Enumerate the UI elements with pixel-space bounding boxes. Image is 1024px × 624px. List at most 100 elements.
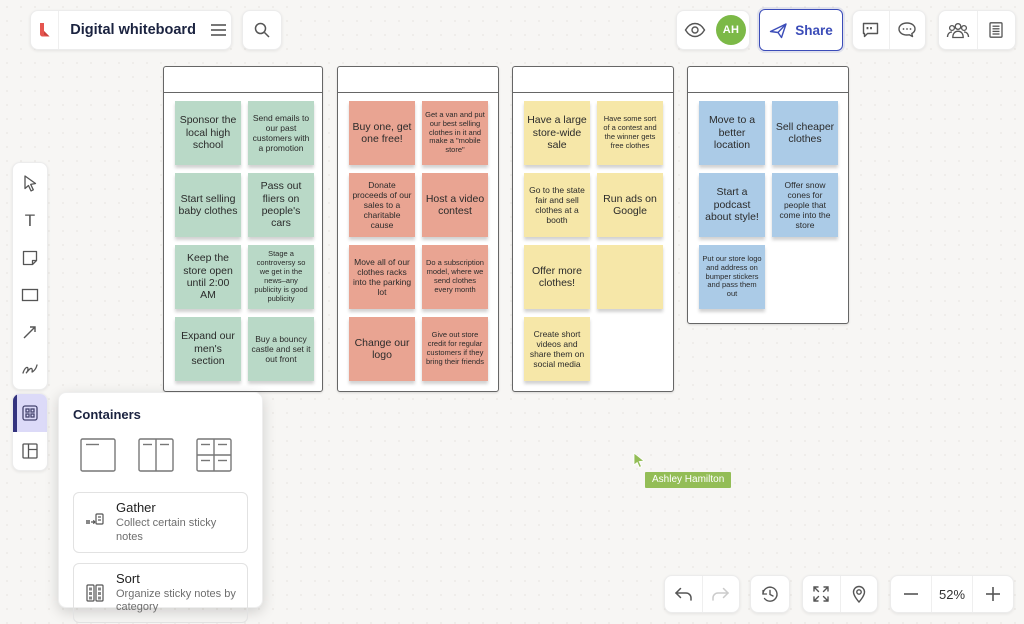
sticky-note[interactable]: Stage a controversy so we get in the new… (248, 245, 314, 309)
sticky-note[interactable]: Start a podcast about style! (699, 173, 765, 237)
sticky-note[interactable]: Keep the store open until 2:00 AM (175, 245, 241, 309)
containers-tool[interactable] (13, 394, 47, 432)
tools-panel: T (12, 162, 48, 390)
zoom-card: 52% (890, 575, 1014, 613)
divider (972, 576, 973, 612)
sticky-note-text: Stage a controversy so we get in the new… (254, 249, 308, 303)
gather-icon (84, 511, 106, 533)
comment-icon[interactable] (853, 11, 889, 49)
pen-tool[interactable] (13, 350, 47, 387)
sticky-note[interactable]: Move to a better location (699, 101, 765, 165)
board-title[interactable]: Digital whiteboard (70, 22, 196, 38)
line-tool[interactable] (13, 313, 47, 350)
redo-button[interactable] (703, 576, 740, 612)
sticky-note-text: Go to the state fair and sell clothes at… (529, 184, 585, 226)
chat-bubble-icon[interactable] (890, 11, 926, 49)
gather-description: Collect certain sticky notes (116, 517, 217, 543)
sticky-note[interactable]: Offer snow cones for people that come in… (772, 173, 838, 237)
sticky-note[interactable]: Go to the state fair and sell clothes at… (524, 173, 590, 237)
gather-option[interactable]: Gather Collect certain sticky notes (73, 492, 248, 553)
layout-tool[interactable] (13, 432, 47, 470)
sticky-note-text: Have a large store-wide sale (527, 114, 587, 152)
container[interactable]: Move to a better location Sell cheaper cl… (687, 66, 849, 324)
single-container-button[interactable] (79, 434, 117, 474)
sticky-note[interactable]: Give out store credit for regular custom… (422, 317, 488, 381)
board-title-card: Digital whiteboard (30, 10, 232, 50)
divider (931, 576, 932, 612)
zoom-out-button[interactable] (891, 576, 931, 612)
lucid-logo[interactable] (31, 11, 58, 49)
container-header[interactable] (513, 67, 673, 93)
sticky-note[interactable]: Have some sort of a contest and the winn… (597, 101, 663, 165)
divider (839, 576, 841, 612)
location-pin-button[interactable] (841, 576, 878, 612)
eye-icon[interactable] (677, 11, 713, 49)
sticky-note-text: Have some sort of a contest and the winn… (603, 114, 657, 150)
zoom-level[interactable]: 52% (938, 586, 966, 602)
sticky-note[interactable]: Sell cheaper clothes (772, 101, 838, 165)
divider (701, 576, 703, 612)
sticky-note-text: Do a subscription model, where we send c… (426, 258, 484, 294)
gather-label: Gather (116, 500, 156, 515)
sticky-note[interactable]: Create short videos and share them on so… (524, 317, 590, 381)
hamburger-menu-icon[interactable] (206, 11, 231, 49)
container[interactable]: Sponsor the local high school Send emails… (163, 66, 323, 392)
collaborator-cursor: Ashley Hamilton (632, 452, 732, 488)
history-button[interactable] (750, 575, 790, 613)
sticky-note-text: Start selling baby clothes (178, 192, 238, 217)
sticky-note[interactable]: Get a van and put our best selling cloth… (422, 101, 488, 165)
container-header[interactable] (338, 67, 498, 93)
text-tool[interactable]: T (24, 210, 36, 230)
sticky-note-text: Pass out fliers on people's cars (260, 180, 302, 230)
sort-option[interactable]: Sort Organize sticky notes by category (73, 562, 248, 623)
sticky-note-text: Give out store credit for regular custom… (426, 330, 484, 366)
view-controls-card (802, 575, 878, 613)
select-tool[interactable] (13, 165, 47, 202)
zoom-in-button[interactable] (973, 576, 1013, 612)
container[interactable]: Buy one, get one free! Get a van and put … (337, 66, 499, 392)
sticky-note[interactable]: Offer more clothes! (524, 245, 590, 309)
sticky-note-text: Move all of our clothes racks into the p… (352, 256, 412, 298)
divider (976, 11, 978, 49)
sticky-note[interactable]: Send emails to our past customers with a… (248, 101, 314, 165)
people-icon[interactable] (939, 11, 977, 49)
sticky-note-tool[interactable] (13, 239, 47, 276)
container[interactable]: Have a large store-wide sale Have some so… (512, 66, 674, 392)
panel-title: Containers (73, 407, 141, 422)
sticky-note[interactable]: Buy a bouncy castle and set it out front (248, 317, 314, 381)
sticky-note[interactable]: Pass out fliers on people's cars (248, 173, 314, 237)
sticky-note[interactable]: Put our store logo and address on bumper… (699, 245, 765, 309)
search-button[interactable] (242, 10, 282, 50)
sticky-note[interactable]: Start selling baby clothes (175, 173, 241, 237)
container-header[interactable] (164, 67, 322, 93)
sticky-note[interactable]: Sponsor the local high school (175, 101, 241, 165)
divider (888, 11, 890, 49)
sticky-note[interactable]: Buy one, get one free! (349, 101, 415, 165)
fullscreen-button[interactable] (803, 576, 840, 612)
undo-button[interactable] (665, 576, 702, 612)
sticky-note-text: Sponsor the local high school (179, 114, 237, 152)
sticky-note[interactable]: Do a subscription model, where we send c… (422, 245, 488, 309)
sort-icon (84, 582, 106, 604)
four-quadrant-container-button[interactable] (195, 434, 233, 474)
sticky-note-text: Keep the store open until 2:00 AM (183, 252, 233, 302)
shape-tool[interactable] (13, 276, 47, 313)
sticky-note[interactable]: Change our logo (349, 317, 415, 381)
sticky-note[interactable] (597, 245, 663, 309)
presence-card: AH (676, 10, 750, 50)
avatar[interactable]: AH (713, 11, 749, 49)
gather-text: Gather Collect certain sticky notes (116, 500, 237, 545)
sticky-note[interactable]: Have a large store-wide sale (524, 101, 590, 165)
sticky-note[interactable]: Host a video contest (422, 173, 488, 237)
collaborator-name-label: Ashley Hamilton (645, 472, 732, 488)
sticky-note[interactable]: Move all of our clothes racks into the p… (349, 245, 415, 309)
sticky-note[interactable]: Run ads on Google (597, 173, 663, 237)
two-column-container-button[interactable] (137, 434, 175, 474)
share-button[interactable]: Share (759, 9, 843, 51)
container-header[interactable] (688, 67, 848, 93)
notes-document-icon[interactable] (978, 11, 1016, 49)
sticky-note[interactable]: Expand our men's section (175, 317, 241, 381)
sort-label: Sort (116, 570, 140, 586)
sticky-note[interactable]: Donate proceeds of our sales to a charit… (349, 173, 415, 237)
search-icon (253, 21, 271, 39)
